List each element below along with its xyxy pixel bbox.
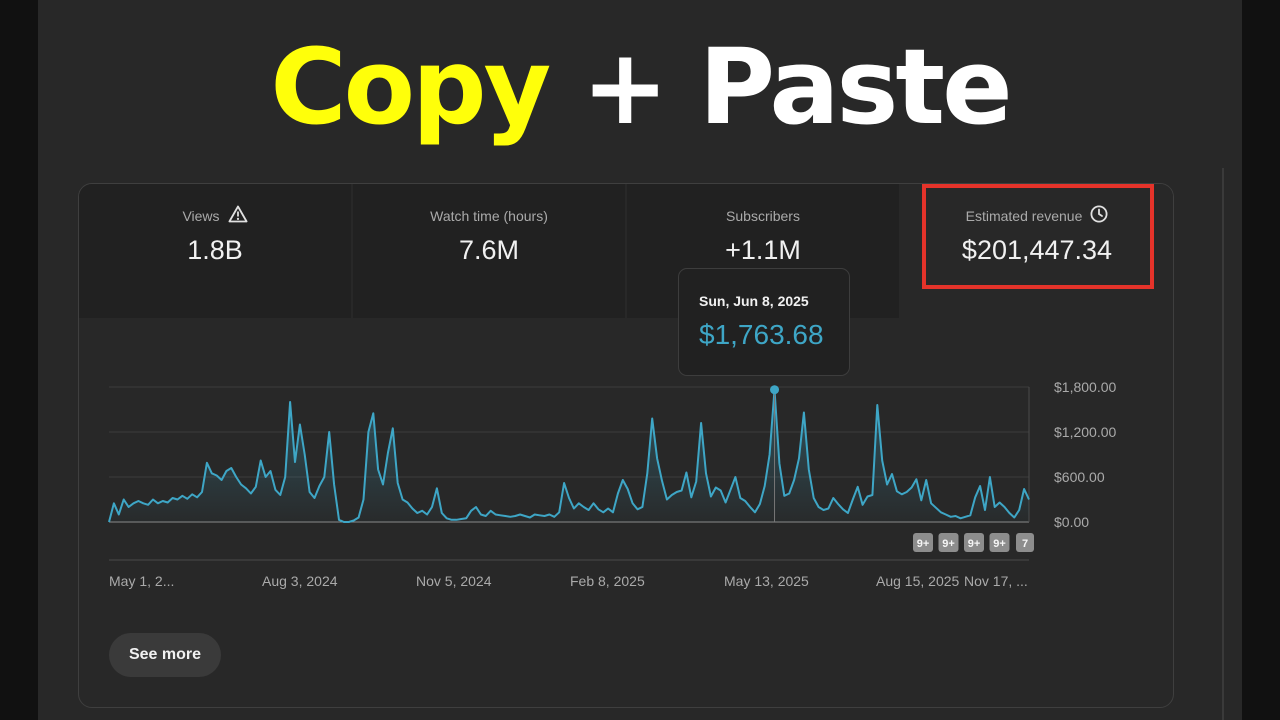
x-tick-label: Aug 3, 2024 bbox=[262, 573, 338, 589]
x-tick-label: Nov 17, ... bbox=[964, 573, 1028, 589]
series-area bbox=[109, 389, 1029, 522]
metric-label: Estimated revenue bbox=[965, 208, 1083, 224]
y-tick-label: $1,800.00 bbox=[1054, 379, 1116, 395]
x-tick-label: May 1, 2... bbox=[109, 573, 174, 589]
metric-label-row: Watch time (hours) bbox=[353, 206, 625, 226]
annotation-marker[interactable] bbox=[913, 533, 933, 552]
highlight-point[interactable] bbox=[770, 385, 780, 395]
annotation-marker-label: 9+ bbox=[993, 538, 1006, 550]
x-tick-label: Nov 5, 2024 bbox=[416, 573, 492, 589]
thumbnail-headline: Copy + Paste bbox=[0, 22, 1280, 152]
x-tick-label: Aug 15, 2025 bbox=[876, 573, 960, 589]
metric-tab-views[interactable]: Views 1.8B bbox=[79, 184, 351, 318]
chart-tooltip: Sun, Jun 8, 2025 $1,763.68 bbox=[678, 268, 850, 376]
annotation-marker-label: 7 bbox=[1022, 538, 1028, 550]
metric-tab-estimated-revenue[interactable]: Estimated revenue $201,447.34 bbox=[901, 184, 1173, 318]
annotation-marker-label: 9+ bbox=[917, 538, 930, 550]
metric-value: 7.6M bbox=[458, 235, 520, 265]
metric-value: 1.8B bbox=[187, 235, 243, 265]
warning-icon bbox=[228, 205, 248, 228]
analytics-card: Views 1.8B Watch time (hours) 7.6M Subsc… bbox=[78, 183, 1174, 708]
y-tick-label: $600.00 bbox=[1054, 469, 1105, 485]
metric-label: Views bbox=[182, 208, 220, 224]
annotation-marker[interactable] bbox=[938, 533, 959, 552]
headline-word-copy: Copy bbox=[270, 26, 551, 148]
scrollbar-track[interactable] bbox=[1222, 168, 1224, 720]
metric-tabs: Views 1.8B Watch time (hours) 7.6M Subsc… bbox=[79, 184, 1173, 318]
see-more-button[interactable]: See more bbox=[109, 633, 221, 677]
annotation-marker-label: 9+ bbox=[968, 538, 981, 550]
annotation-marker[interactable] bbox=[964, 533, 984, 552]
clock-icon bbox=[1090, 205, 1108, 228]
annotation-marker-label: 9+ bbox=[942, 538, 955, 550]
metric-label: Watch time (hours) bbox=[430, 208, 548, 224]
revenue-highlight-box bbox=[922, 184, 1154, 289]
x-tick-label: Feb 8, 2025 bbox=[570, 573, 645, 589]
revenue-line-chart[interactable]: $1,800.00 $1,200.00 $600.00 $0.00 9+ 9+ 9+ 9+ 7 M… bbox=[79, 374, 1173, 614]
metric-value: +1.1M bbox=[725, 235, 801, 265]
y-tick-label: $1,200.00 bbox=[1054, 424, 1116, 440]
series-line[interactable] bbox=[108, 388, 1030, 523]
annotation-marker[interactable] bbox=[1016, 533, 1034, 552]
metric-label-row: Estimated revenue bbox=[901, 205, 1173, 228]
metric-tab-watch-time[interactable]: Watch time (hours) 7.6M bbox=[353, 184, 625, 318]
metric-label-row: Views bbox=[79, 205, 351, 228]
metric-value: $201,447.34 bbox=[961, 235, 1113, 265]
tooltip-date: Sun, Jun 8, 2025 bbox=[699, 293, 809, 309]
headline-word-paste: + Paste bbox=[581, 26, 1013, 148]
x-tick-label: May 13, 2025 bbox=[724, 573, 809, 589]
metric-label-row: Subscribers bbox=[627, 206, 899, 226]
metric-label: Subscribers bbox=[726, 208, 800, 224]
tooltip-value: $1,763.68 bbox=[699, 319, 824, 350]
annotation-marker[interactable] bbox=[989, 533, 1010, 552]
y-tick-label: $0.00 bbox=[1054, 514, 1089, 530]
